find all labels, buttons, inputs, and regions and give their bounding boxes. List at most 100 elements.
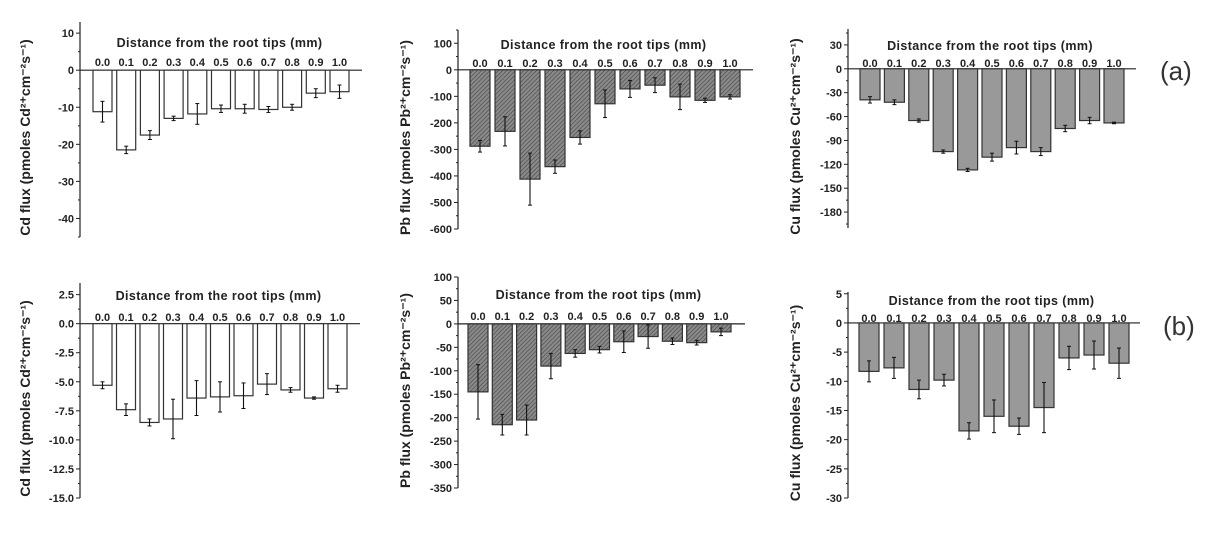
a-cu-category-label: 0.7 bbox=[1033, 58, 1048, 70]
b-cu-y-label: Cu flux (pmoles Cu²⁺cm⁻²s⁻¹) bbox=[787, 305, 803, 501]
b-cu-bar bbox=[908, 322, 930, 391]
b-cd-ytick-label: 2.5 bbox=[59, 290, 74, 302]
b-cu-category-label: 0.0 bbox=[861, 313, 876, 325]
b-pb-ytick-label: -350 bbox=[430, 483, 452, 495]
a-pb-bar bbox=[694, 69, 716, 101]
a-cu-y-label: Cu flux (pmoles Cu²⁺cm⁻²s⁻¹) bbox=[787, 38, 803, 234]
a-cu-bar bbox=[1078, 68, 1101, 122]
b-cu-bar bbox=[1008, 322, 1030, 427]
a-cd-ytick-label: 10 bbox=[62, 28, 74, 40]
a-pb-ytick-label: -300 bbox=[430, 144, 452, 156]
b-cu-category-label: 0.9 bbox=[1086, 313, 1101, 325]
b-cd-ytick-label: -2.5 bbox=[55, 348, 74, 360]
b-pb-bar bbox=[564, 323, 586, 355]
a-cd-category-label: 1.0 bbox=[332, 57, 347, 69]
a-pb-ytick-label: -100 bbox=[430, 91, 452, 103]
b-cd-bar bbox=[280, 323, 301, 391]
a-cu-bar bbox=[883, 68, 906, 103]
a-cu-category-label: 0.9 bbox=[1082, 58, 1097, 70]
b-cd-ytick-label: -7.5 bbox=[55, 406, 74, 418]
a-cu-category-label: 0.1 bbox=[887, 58, 902, 70]
b-cd-category-label: 1.0 bbox=[330, 312, 345, 324]
a-cu-ytick-label: -150 bbox=[820, 183, 842, 195]
b-pb-category-label: 0.8 bbox=[665, 311, 680, 323]
a-pb-category-label: 0.6 bbox=[622, 58, 637, 70]
a-pb-category-label: 0.7 bbox=[647, 58, 662, 70]
a-pb-ytick-label: -600 bbox=[430, 224, 452, 236]
b-pb-x-title: Distance from the root tips (mm) bbox=[496, 288, 702, 302]
a-pb-ytick-label: -200 bbox=[430, 118, 452, 130]
a-cd-category-label: 0.5 bbox=[213, 57, 228, 69]
a-pb-ytick-label: -500 bbox=[430, 197, 452, 209]
b-cd-ytick-label: -10.0 bbox=[49, 435, 74, 447]
a-cu-ytick-label: 0 bbox=[836, 64, 842, 76]
a-pb-bar bbox=[469, 69, 491, 147]
b-cd-category-label: 0.4 bbox=[189, 312, 205, 324]
a-pb-y-label: Pb flux (pmoles Pb²⁺cm⁻²s⁻¹) bbox=[397, 40, 413, 235]
b-cd-ytick-label: 0.0 bbox=[59, 319, 74, 331]
a-pb-bar bbox=[569, 69, 591, 139]
b-cd-category-label: 0.6 bbox=[236, 312, 251, 324]
a-cu-category-label: 0.3 bbox=[936, 58, 951, 70]
b-cd-category-label: 0.0 bbox=[95, 312, 110, 324]
a-pb-category-label: 0.2 bbox=[522, 58, 537, 70]
a-cu-bar bbox=[908, 68, 930, 122]
b-pb-ytick-label: 0 bbox=[446, 319, 452, 331]
a-pb-category-label: 0.5 bbox=[597, 58, 612, 70]
b-cu-category-label: 0.1 bbox=[886, 313, 901, 325]
b-cu-category-label: 0.8 bbox=[1061, 313, 1076, 325]
a-cd-ytick-label: -10 bbox=[58, 102, 74, 114]
b-cd-category-label: 0.1 bbox=[118, 312, 133, 324]
b-cu-ytick-label: -15 bbox=[826, 405, 842, 417]
b-pb-ytick-label: 50 bbox=[440, 295, 452, 307]
b-cu-ytick-label: -20 bbox=[826, 435, 842, 447]
b-cu-ytick-label: 5 bbox=[836, 289, 842, 301]
b-pb-category-label: 0.3 bbox=[543, 311, 558, 323]
a-cd-ytick-label: -20 bbox=[58, 139, 74, 151]
b-cu-category-label: 0.3 bbox=[936, 313, 951, 325]
b-pb-bar bbox=[491, 323, 513, 426]
a-cd-category-label: 0.2 bbox=[142, 57, 157, 69]
a-cd-ytick-label: -40 bbox=[58, 213, 74, 225]
a-pb-ytick-label: 0 bbox=[446, 65, 452, 77]
a-pb-bar bbox=[719, 69, 741, 98]
a-cu-bar bbox=[981, 68, 1003, 158]
b-pb-ytick-label: -100 bbox=[430, 366, 452, 378]
b-pb-y-label: Pb flux (pmoles Pb²⁺cm⁻²s⁻¹) bbox=[397, 293, 413, 488]
b-cd-bar bbox=[327, 323, 348, 390]
a-cu-bar bbox=[932, 68, 954, 153]
a-cd-ytick-label: -30 bbox=[58, 176, 74, 188]
b-pb-category-label: 1.0 bbox=[713, 311, 728, 323]
a-cd-bar bbox=[258, 69, 279, 111]
a-pb-category-label: 0.9 bbox=[697, 58, 712, 70]
a-cd-category-label: 0.9 bbox=[308, 57, 323, 69]
b-cu-bar bbox=[933, 322, 955, 381]
b-cd-category-label: 0.2 bbox=[142, 312, 157, 324]
b-cu-ytick-label: -10 bbox=[826, 376, 842, 388]
b-cd-category-label: 0.9 bbox=[306, 312, 321, 324]
b-cd-ytick-label: -5.0 bbox=[55, 377, 74, 389]
a-pb-category-label: 0.3 bbox=[547, 58, 562, 70]
b-pb-ytick-label: -300 bbox=[430, 460, 452, 472]
a-cu-category-label: 0.0 bbox=[862, 58, 877, 70]
a-cd-category-label: 0.6 bbox=[237, 57, 252, 69]
b-cd-category-label: 0.5 bbox=[212, 312, 227, 324]
b-cu-ytick-label: -5 bbox=[832, 347, 842, 359]
a-cu-ytick-label: -120 bbox=[820, 159, 842, 171]
b-pb-category-label: 0.7 bbox=[640, 311, 655, 323]
a-cu-category-label: 0.8 bbox=[1058, 58, 1073, 70]
b-pb-ytick-label: -200 bbox=[430, 413, 452, 425]
a-cd-bar bbox=[234, 69, 255, 110]
a-cu-ytick-label: -60 bbox=[826, 112, 842, 124]
b-cu-category-label: 0.4 bbox=[961, 313, 977, 325]
b-pb-category-label: 0.5 bbox=[592, 311, 607, 323]
panel-label-a: (a) bbox=[1160, 56, 1192, 86]
a-pb-x-title: Distance from the root tips (mm) bbox=[501, 38, 707, 52]
b-cd-x-title: Distance from the root tips (mm) bbox=[116, 289, 322, 303]
a-cu-bar bbox=[1005, 68, 1028, 149]
a-cu-category-label: 0.4 bbox=[960, 58, 976, 70]
a-cd-bar bbox=[163, 69, 184, 119]
a-cd-x-title: Distance from the root tips (mm) bbox=[117, 36, 323, 50]
